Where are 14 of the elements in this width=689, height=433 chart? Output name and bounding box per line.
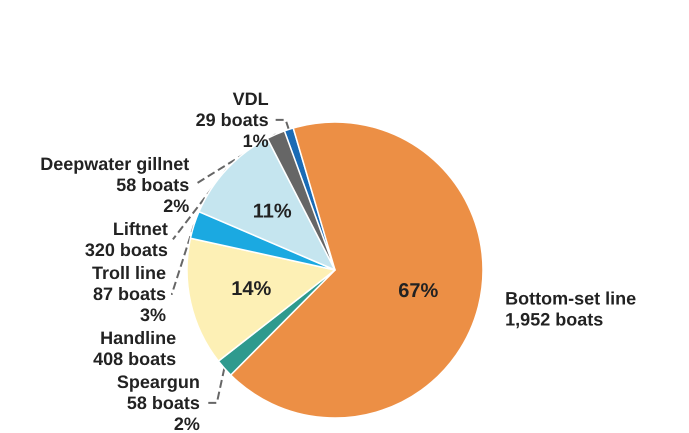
data-label: 2% (163, 196, 190, 216)
slice-label: Deepwater gillnet 58 boats (40, 154, 190, 195)
data-label: 14% (231, 278, 272, 300)
data-label: 2% (174, 414, 200, 433)
slice-label: Liftnet 320 boats (84, 218, 168, 260)
slice-label: Speargun 58 boats (116, 372, 200, 413)
data-label: 11% (252, 200, 292, 222)
slice-label: Troll line 87 boats (92, 262, 166, 304)
data-label: 1% (242, 130, 269, 151)
data-label: 67% (398, 280, 438, 302)
data-label: 3% (140, 304, 166, 325)
slice-label: Handline 408 boats (93, 328, 176, 369)
slice-label: Bottom-set line 1,952 boats (505, 288, 636, 330)
slice-label: VDL 29 boats (196, 88, 269, 130)
